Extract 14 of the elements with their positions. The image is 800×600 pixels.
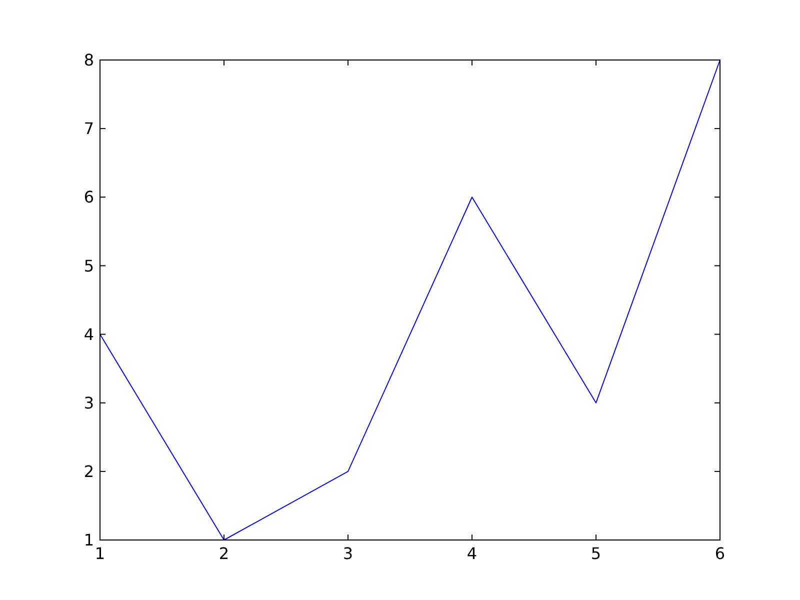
y-tick-label: 3 — [84, 393, 94, 412]
line-series — [100, 60, 720, 540]
x-tick-label: 3 — [342, 544, 354, 563]
x-tick-label: 5 — [590, 544, 602, 563]
y-tick-label: 8 — [84, 50, 94, 70]
y-tick-label: 1 — [84, 530, 94, 550]
x-tick-label: 2 — [218, 544, 230, 563]
x-tick-label: 6 — [714, 544, 726, 563]
y-tick-label: 2 — [84, 462, 94, 482]
y-tick-label: 4 — [84, 324, 94, 344]
y-tick-label: 5 — [84, 256, 94, 276]
y-tick-label: 7 — [84, 119, 94, 138]
y-tick-label: 6 — [84, 188, 94, 207]
x-tick-label: 4 — [466, 544, 478, 563]
